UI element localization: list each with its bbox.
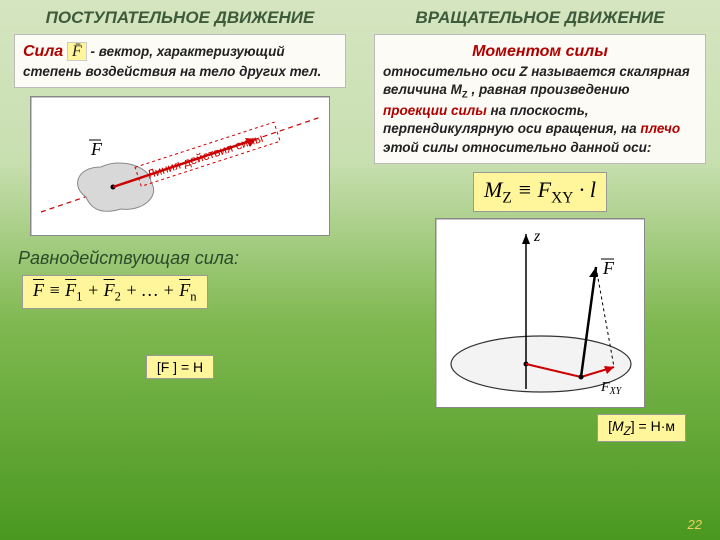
- left-unit-row: [F ] = Н: [14, 355, 346, 379]
- force-unit: [F ] = Н: [146, 355, 214, 379]
- sila-vector-symbol: F̄: [67, 42, 87, 61]
- moment-t4: этой силы относительно данной оси:: [383, 140, 651, 155]
- sila-word: Сила: [23, 43, 63, 60]
- page-number: 22: [688, 517, 702, 532]
- moment-diagram: z FXY F: [435, 218, 645, 408]
- left-column: ПОСТУПАТЕЛЬНОЕ ДВИЖЕНИЕ Сила F̄ - вектор…: [0, 0, 360, 540]
- force-definition: Сила F̄ - вектор, характеризующий степен…: [14, 34, 346, 88]
- resultant-formula-row: F ≡ F1 + F2 + … + Fn: [22, 275, 346, 310]
- resultant-formula: F ≡ F1 + F2 + … + Fn: [22, 275, 208, 310]
- moment-arm: плечо: [640, 121, 680, 136]
- resultant-heading: Равнодействующая сила:: [18, 248, 346, 269]
- moment-definition: Моментом силы относительно оси Z называе…: [374, 34, 706, 164]
- force-diagram: F Линия действия силы: [30, 96, 330, 236]
- moment-title: Моментом силы: [472, 43, 608, 60]
- moment-formula: MZ ≡ FXY · l: [473, 172, 607, 212]
- svg-text:z: z: [533, 228, 541, 245]
- right-column: ВРАЩАТЕЛЬНОЕ ДВИЖЕНИЕ Моментом силы отно…: [360, 0, 720, 540]
- svg-text:F: F: [90, 139, 103, 159]
- moment-unit: [MZ] = Н·м: [597, 414, 686, 442]
- moment-formula-row: MZ ≡ FXY · l: [374, 172, 706, 212]
- moment-t2: , равная произведению: [468, 82, 630, 97]
- left-header: ПОСТУПАТЕЛЬНОЕ ДВИЖЕНИЕ: [14, 8, 346, 28]
- right-header: ВРАЩАТЕЛЬНОЕ ДВИЖЕНИЕ: [374, 8, 706, 28]
- svg-text:F: F: [602, 258, 615, 278]
- moment-proj: проекции силы: [383, 103, 487, 118]
- right-unit-row: [MZ] = Н·м: [374, 414, 706, 442]
